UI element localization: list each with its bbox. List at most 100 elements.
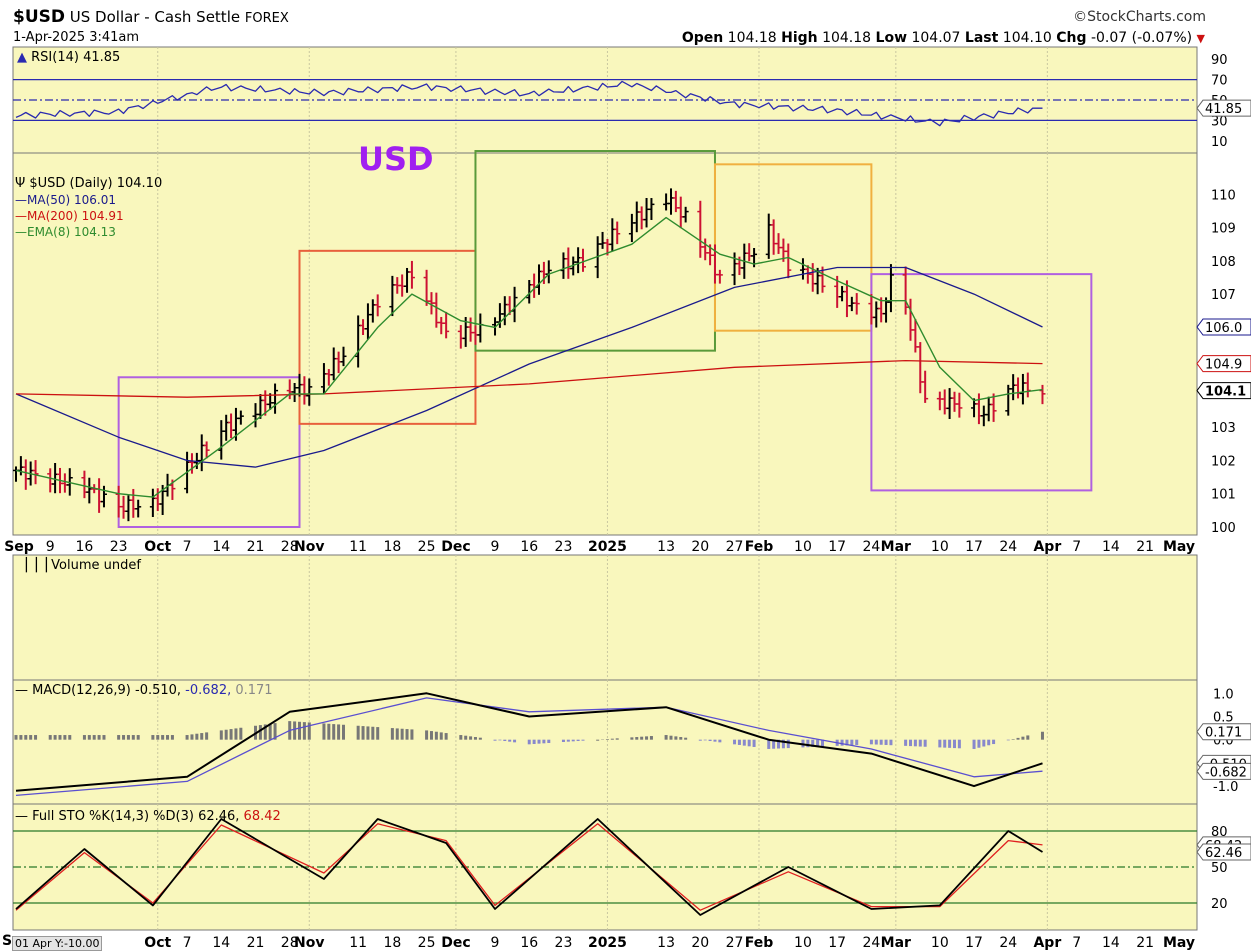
x-tick-bottom: Oct xyxy=(144,935,171,951)
price-ytick: 103 xyxy=(1211,421,1236,436)
price-ytick: 100 xyxy=(1211,521,1236,536)
x-tick-top: 10 xyxy=(931,539,949,555)
x-tick-top: 23 xyxy=(110,539,128,555)
macd-hist-bar xyxy=(737,739,741,745)
macd-hist-bar xyxy=(566,739,570,742)
macd-hist-bar xyxy=(434,731,438,740)
macd-hist-bar xyxy=(537,739,541,744)
macd-hist-bar xyxy=(503,739,507,742)
x-tick-top: 2025 xyxy=(588,539,627,555)
macd-hist-bar xyxy=(869,739,873,745)
x-tick-bottom: 10 xyxy=(794,935,812,951)
macd-hist-bar xyxy=(268,723,272,740)
macd-hist-bar xyxy=(982,739,986,747)
sto-panel-marks: 80502068.4262.46 xyxy=(13,818,1251,916)
usd-annotation: USD xyxy=(358,140,434,178)
macd-hist-bar xyxy=(356,725,360,740)
macd-hist-bar xyxy=(341,724,345,740)
x-tick-bottom: 28 xyxy=(281,935,299,951)
rsi-icon: ▲ xyxy=(17,50,27,65)
macd-hist-bar xyxy=(957,739,961,749)
low-value: 104.07 xyxy=(911,30,961,46)
rsi-ytick: 30 xyxy=(1211,114,1228,129)
sto-title-b: 68.42 xyxy=(239,809,281,824)
macd-hist-bar xyxy=(733,739,737,745)
x-tick-top: Mar xyxy=(881,539,911,555)
macd-hist-bar xyxy=(532,739,536,744)
macd-hist-bar xyxy=(596,739,600,741)
macd-hist-bar xyxy=(992,739,996,745)
down-arrow-icon: ▼ xyxy=(1196,32,1205,45)
macd-hist-bar xyxy=(630,737,634,740)
macd-hist-bar xyxy=(126,735,130,740)
high-label: High xyxy=(781,30,818,46)
macd-hist-bar xyxy=(884,739,888,745)
macd-hist-bar xyxy=(1026,735,1030,740)
x-tick-bottom: 16 xyxy=(520,935,538,951)
macd-hist-bar xyxy=(972,739,976,749)
x-tick-top: 7 xyxy=(183,539,192,555)
x-tick-bottom: 7 xyxy=(1072,935,1081,951)
macd-ytick: -1.0 xyxy=(1213,780,1238,795)
axis-labels: Sep 9 16 23 OctOct77141421212828NovNov111118… xyxy=(4,539,1195,951)
macd-hist-bar xyxy=(200,733,204,740)
macd-hist-bar xyxy=(473,737,477,740)
macd-hist-bar xyxy=(547,739,551,743)
macd-hist-bar xyxy=(395,728,399,740)
macd-hist-bar xyxy=(166,735,170,740)
macd-hist-bar xyxy=(136,735,140,740)
x-tick-top: 16 xyxy=(520,539,538,555)
open-label: Open xyxy=(681,30,724,46)
macd-hist-bar xyxy=(987,739,991,746)
x-tick-top: 21 xyxy=(247,539,265,555)
x-tick-top: 10 xyxy=(794,539,812,555)
legend-ma50-label: MA(50) 106.01 xyxy=(27,193,116,207)
rsi-ytick: 70 xyxy=(1211,74,1228,89)
x-tick-bottom: 9 xyxy=(491,935,500,951)
x-tick-bottom: 27 xyxy=(726,935,744,951)
x-tick-bottom: 25 xyxy=(418,935,436,951)
panel-backgrounds xyxy=(12,46,1198,931)
x-tick-top: 24 xyxy=(862,539,880,555)
x-tick-top: 14 xyxy=(212,539,230,555)
macd-hist-bar xyxy=(508,739,512,742)
x-tick-bottom: 11 xyxy=(349,935,367,951)
sto-title-a: Full STO %K(14,3) %D(3) 62.46, xyxy=(32,809,240,824)
x-tick-top: Oct xyxy=(144,539,171,555)
macd-hist-bar xyxy=(948,739,952,748)
ema8-line xyxy=(15,216,1043,498)
x-tick-bottom: 14 xyxy=(212,935,230,951)
macd-title-b: -0.682, xyxy=(181,683,232,698)
macd-hist-bar xyxy=(923,739,927,747)
brand-logo: ©StockCharts.com xyxy=(1073,9,1206,25)
macd-hist-bar xyxy=(845,739,849,746)
price-tag-0-box xyxy=(1196,318,1251,336)
macd-hist-bar xyxy=(806,739,810,748)
x-tick-bottom: 14 xyxy=(1102,935,1120,951)
rsi-last-tag: 41.85 xyxy=(1205,102,1242,117)
low-label: Low xyxy=(875,30,908,46)
macd-hist-bar xyxy=(131,735,135,740)
x-tick-bottom: Feb xyxy=(745,935,774,951)
rsi-panel-marks: 907050301041.85 xyxy=(13,53,1251,150)
macd-hist-bar xyxy=(855,739,859,745)
macd-hist-bar xyxy=(772,739,776,749)
macd-hist-bar xyxy=(664,735,668,740)
x-tick-bottom: Dec xyxy=(441,935,470,951)
chg-label: Chg xyxy=(1056,30,1087,46)
macd-hist-bar xyxy=(767,739,771,749)
macd-hist-bar xyxy=(469,736,473,740)
macd-hist-bar xyxy=(322,723,326,740)
x-tick-bottom: Nov xyxy=(294,935,324,951)
macd-hist-bar xyxy=(48,735,52,740)
x-tick-bottom: May xyxy=(1163,935,1195,951)
open-value: 104.18 xyxy=(727,30,777,46)
macd-hist-bar xyxy=(151,735,155,740)
macd-hist-bar xyxy=(781,739,785,749)
rsi-ytick: 10 xyxy=(1211,135,1228,150)
macd-hist-bar xyxy=(117,735,121,740)
x-tick-bottom: 21 xyxy=(1136,935,1154,951)
macd-hist-bar xyxy=(718,739,722,743)
candle-icon: Ψ xyxy=(15,176,26,191)
x-tick-top: 17 xyxy=(828,539,846,555)
